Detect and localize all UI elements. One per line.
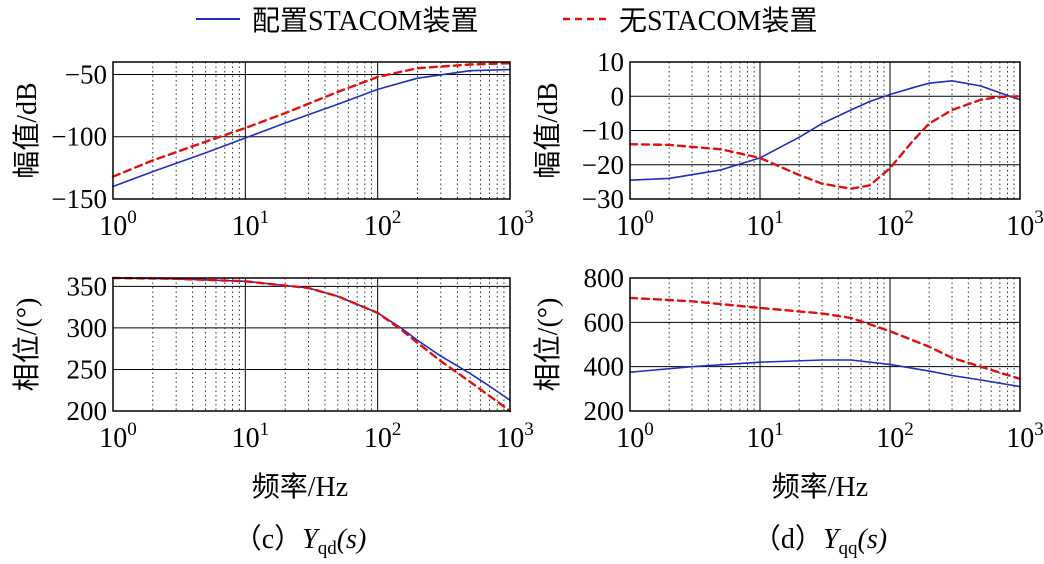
series-line-without-stacom [628,95,1022,190]
y-tick-label: −20 [582,150,624,180]
plot-frame [112,277,511,412]
legend-label-blue: 配置STACOM装置 [252,5,478,37]
xlabel-right: 频率/Hz [772,471,868,503]
series-line-without-stacom [111,62,512,178]
series-line-with-stacom [112,68,511,188]
series-line-with-stacom [629,80,1021,181]
series-line-with-stacom [629,359,1021,388]
y-tick-label: −100 [51,122,107,152]
y-tick-label: 200 [584,396,625,426]
x-tick-label: 103 [1006,207,1044,242]
x-tick-label: 100 [99,207,137,242]
y-axis-label: 幅值/dB [11,82,43,178]
caption-c: （c）Yqd(s) [234,523,367,559]
caption-c-argument: (s) [337,524,367,555]
x-tick-label: 101 [746,419,784,454]
legend-label-red: 无STACOM装置 [619,5,817,37]
xlabel-left: 频率/Hz [252,471,348,503]
x-tick-label: 103 [496,419,534,454]
y-tick-label: −10 [582,116,624,146]
caption-c-symbol: Y [302,524,321,555]
x-tick-label: 103 [496,207,534,242]
y-tick-label: 250 [67,354,108,384]
y-tick-label: 400 [584,352,625,382]
plot-frame [112,61,511,200]
caption-d-prefix: （d） [753,523,823,555]
x-tick-label: 102 [364,419,402,454]
y-axis-label: 相位/(°) [11,298,43,392]
x-tick-label: 101 [232,419,269,454]
y-tick-label: 350 [67,271,108,301]
y-tick-label: −30 [582,184,624,214]
plot-frame [629,277,1021,412]
caption-d-symbol: Y [823,524,842,555]
x-tick-label: 103 [1006,419,1044,454]
y-tick-label: 10 [597,47,624,77]
series-line-without-stacom [628,296,1022,381]
legend: 配置STACOM装置 无STACOM装置 [196,5,817,37]
caption-c-prefix: （c） [234,523,302,555]
y-axis-label: 相位/(°) [532,298,564,392]
x-tick-label: 101 [746,207,784,242]
x-tick-label: 100 [99,419,137,454]
caption-d-argument: (s) [858,524,888,555]
y-tick-label: 600 [584,307,625,337]
y-tick-label: 300 [67,313,108,343]
series-line-without-stacom [111,276,512,413]
plot-frame [629,61,1021,200]
caption-d-subscript: qq [839,538,859,559]
y-tick-label: −50 [65,59,107,89]
x-tick-label: 100 [616,207,654,242]
y-tick-label: 200 [67,396,108,426]
y-axis-label: 幅值/dB [532,82,564,178]
series-line-with-stacom [112,277,511,402]
y-tick-label: 800 [584,263,625,293]
x-tick-label: 101 [232,207,269,242]
x-tick-label: 102 [876,207,914,242]
y-tick-label: 0 [611,81,625,111]
y-tick-label: −150 [51,184,107,214]
caption-d: （d）Yqq(s) [753,523,887,559]
caption-c-subscript: qd [318,538,338,559]
x-tick-label: 100 [616,419,654,454]
x-tick-label: 102 [364,207,402,242]
x-tick-label: 102 [876,419,914,454]
